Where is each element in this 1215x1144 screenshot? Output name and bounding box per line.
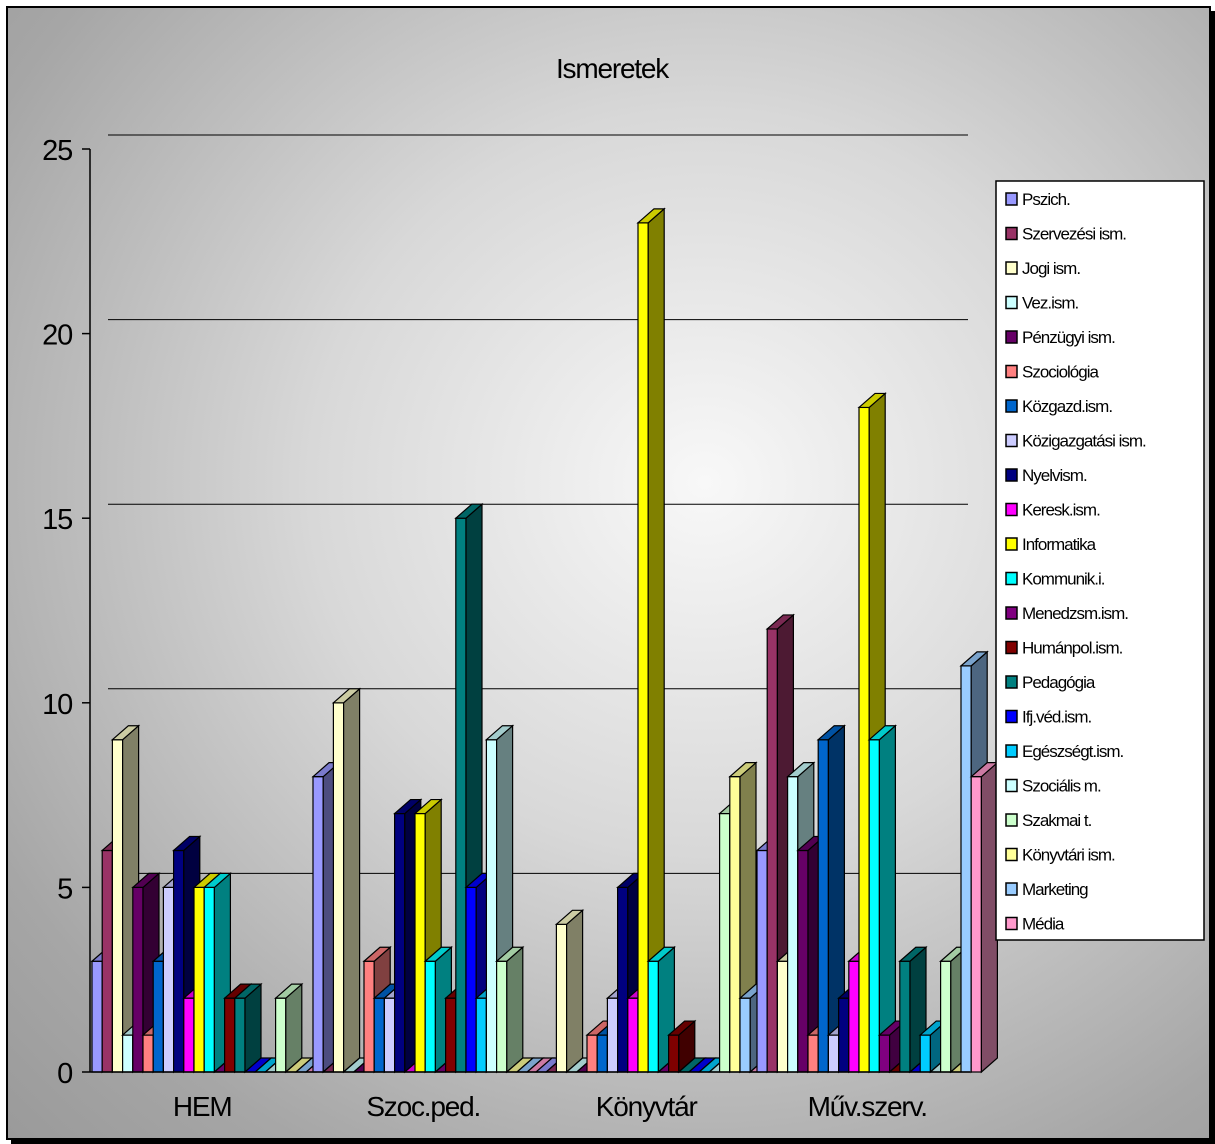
bar: [233, 982, 263, 1074]
legend-item: Média: [1005, 915, 1066, 934]
legend-swatch: [1005, 468, 1018, 482]
legend-label: Menedzsm.ism.: [1022, 604, 1128, 623]
chart-frame: 0 5 10 15 20 25 HEM Szoc.ped. Könyvtár Műv.szerv.…: [6, 6, 1211, 1140]
bar: [636, 207, 666, 1074]
legend-swatch: [1005, 847, 1018, 862]
legend-swatch: [1005, 433, 1018, 448]
bar: [495, 945, 525, 1074]
legend-swatch: [1005, 709, 1018, 724]
x-category-label: HEM: [173, 1091, 232, 1122]
legend-swatch: [1005, 399, 1018, 413]
legend-item: Kommunik.i.: [1005, 570, 1106, 589]
x-category-label: Szoc.ped.: [366, 1091, 480, 1122]
legend-label: Keresk.ism.: [1022, 501, 1100, 520]
legend-swatch: [1005, 882, 1018, 896]
legend-swatch: [1005, 364, 1018, 379]
legend-swatch: [1005, 813, 1018, 827]
legend-label: Pedagógia: [1022, 673, 1096, 692]
legend-item: Egészségt.ism.: [1005, 742, 1125, 761]
legend-swatch: [1005, 330, 1018, 344]
legend-item: Pedagógia: [1005, 673, 1097, 692]
legend-item: Szociális m.: [1005, 777, 1102, 796]
legend-label: Ifj.véd.ism.: [1022, 708, 1092, 727]
legend-label: Egészségt.ism.: [1022, 742, 1124, 761]
legend-item: Közgazd.ism.: [1005, 397, 1113, 416]
legend-label: Nyelvism.: [1022, 466, 1087, 485]
legend: Pszich. Szervezési ism. Jogi ism. Vez.ism. P…: [995, 180, 1205, 941]
legend-item: Közigazgatási ism.: [1005, 432, 1147, 451]
bar: [667, 1019, 697, 1074]
legend-item: Informatika: [1005, 535, 1098, 554]
bar: [969, 761, 999, 1074]
legend-label: Szociológia: [1022, 363, 1099, 382]
legend-item: Szervezési ism.: [1005, 225, 1127, 244]
legend-swatch: [1005, 606, 1018, 620]
legend-item: Menedzsm.ism.: [1005, 604, 1129, 623]
legend-label: Szociális m.: [1022, 777, 1101, 796]
legend-label: Kommunik.i.: [1022, 570, 1105, 589]
bar: [274, 982, 304, 1074]
legend-swatch: [1005, 916, 1018, 931]
chart-canvas: 0 5 10 15 20 25 HEM Szoc.ped. Könyvtár Műv.szerv.…: [42, 53, 1205, 1122]
plot-area: [90, 207, 999, 1074]
legend-label: Humánpol.ism.: [1022, 639, 1123, 658]
legend-item: Marketing: [1005, 880, 1089, 899]
bar: [867, 724, 897, 1074]
chart-title: Ismeretek: [556, 53, 670, 84]
legend-item: Keresk.ism.: [1005, 501, 1101, 520]
bar: [554, 908, 585, 1074]
legend-label: Informatika: [1022, 535, 1097, 554]
y-tick-label: 15: [42, 504, 72, 536]
legend-swatch: [1005, 502, 1018, 517]
legend-item: Pénzügyi ism.: [1005, 328, 1116, 347]
legend-item: Humánpol.ism.: [1005, 639, 1124, 658]
legend-swatch: [1005, 537, 1018, 551]
legend-swatch: [1005, 261, 1018, 275]
legend-swatch: [1005, 295, 1018, 310]
x-category-label: Műv.szerv.: [808, 1091, 927, 1122]
legend-label: Pénzügyi ism.: [1022, 328, 1115, 347]
legend-swatch: [1005, 226, 1018, 241]
legend-swatch: [1005, 744, 1018, 758]
legend-label: Szakmai t.: [1022, 811, 1092, 830]
legend-item: Vez.ism.: [1005, 294, 1080, 313]
legend-item: Szakmai t.: [1005, 811, 1093, 830]
legend-label: Jogi ism.: [1022, 259, 1080, 278]
legend-label: Marketing: [1022, 880, 1088, 899]
y-tick-label: 10: [42, 689, 72, 721]
bar: [331, 687, 362, 1074]
legend-box: [995, 180, 1205, 941]
legend-item: Pszich.: [1005, 190, 1071, 209]
legend-label: Média: [1022, 915, 1065, 934]
legend-item: Szociológia: [1005, 363, 1100, 382]
legend-item: Jogi ism.: [1005, 259, 1081, 278]
legend-swatch: [1005, 640, 1018, 655]
legend-label: Könyvtári ism.: [1022, 846, 1115, 865]
legend-swatch: [1005, 675, 1018, 689]
y-tick-label: 20: [42, 320, 72, 352]
legend-swatch: [1005, 192, 1018, 206]
legend-label: Közigazgatási ism.: [1022, 432, 1146, 451]
x-category-label: Könyvtár: [596, 1091, 698, 1122]
legend-label: Szervezési ism.: [1022, 225, 1126, 244]
y-tick-label: 25: [42, 135, 72, 167]
legend-label: Vez.ism.: [1022, 294, 1079, 313]
axes: 0 5 10 15 20 25 HEM Szoc.ped. Könyvtár Műv.szerv.: [42, 135, 970, 1122]
legend-item: Ifj.véd.ism.: [1005, 708, 1093, 727]
legend-swatch: [1005, 778, 1018, 793]
y-tick-label: 0: [57, 1058, 72, 1090]
legend-label: Közgazd.ism.: [1022, 397, 1112, 416]
legend-item: Nyelvism.: [1005, 466, 1088, 485]
y-tick-label: 5: [57, 873, 72, 905]
legend-label: Pszich.: [1022, 190, 1070, 209]
legend-swatch: [1005, 571, 1018, 586]
legend-item: Könyvtári ism.: [1005, 846, 1116, 865]
